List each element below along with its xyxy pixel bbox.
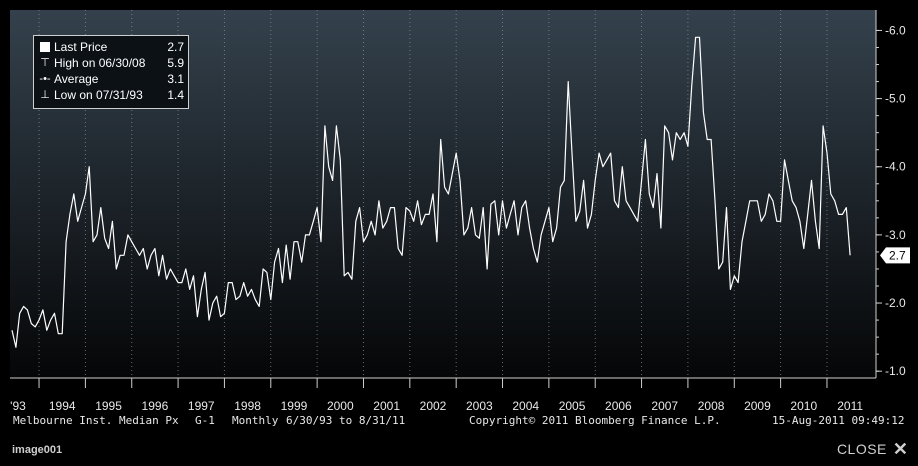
legend-value: 2.7 <box>167 40 184 54</box>
low-marker-icon: ⊥ <box>40 89 50 101</box>
last-price-tag <box>880 247 910 264</box>
legend-label: Average <box>54 72 99 86</box>
legend-item-last-price: Last Price 2.7 <box>34 39 188 55</box>
x-tick-label: 2001 <box>373 399 400 413</box>
x-tick-label: 1994 <box>49 399 76 413</box>
footer-frequency: Monthly <box>232 414 279 427</box>
x-tick-label: 2004 <box>512 399 539 413</box>
y-tick-label: -4.0 <box>885 160 906 174</box>
bottom-bar <box>0 436 918 466</box>
x-tick-label: 2008 <box>698 399 725 413</box>
x-tick-label: 2002 <box>420 399 447 413</box>
x-tick-label: 1998 <box>234 399 261 413</box>
y-tick-label: -6.0 <box>885 23 906 37</box>
x-tick-label: 2003 <box>466 399 493 413</box>
high-marker-icon: ⊤ <box>40 57 50 69</box>
footer-security: Melbourne Inst. Median Px <box>13 414 179 427</box>
legend-label: Last Price <box>54 40 108 54</box>
legend-value: 3.1 <box>167 72 184 86</box>
legend-label: High on 06/30/08 <box>54 56 146 70</box>
chart-legend: Last Price 2.7 ⊤ High on 06/30/08 5.9 -•… <box>33 35 189 109</box>
series-line-last-price <box>11 36 851 348</box>
x-tick-label: 2010 <box>790 399 817 413</box>
x-tick-label: 2000 <box>327 399 354 413</box>
x-tick-label: 1995 <box>95 399 122 413</box>
legend-item-high: ⊤ High on 06/30/08 5.9 <box>34 55 188 71</box>
average-marker-icon: -•- <box>39 73 51 85</box>
x-tick-label: 2011 <box>837 399 863 413</box>
y-tick-label: -1.0 <box>885 364 906 378</box>
y-tick-label: -2.0 <box>885 296 906 310</box>
legend-value: 1.4 <box>167 88 184 102</box>
legend-item-average: -•- Average 3.1 <box>34 71 188 87</box>
close-label: CLOSE <box>836 441 887 457</box>
x-tick-label: 2006 <box>605 399 632 413</box>
last-price-swatch <box>39 39 51 57</box>
last-price-tag-label: 2.7 <box>889 248 906 262</box>
legend-label: Low on 07/31/93 <box>54 88 143 102</box>
footer-timestamp: 15-Aug-2011 09:49:12 <box>772 414 905 427</box>
x-tick-label: 1999 <box>281 399 308 413</box>
x-tick-label: 2009 <box>744 399 771 413</box>
x-tick-label: 2005 <box>559 399 586 413</box>
x-tick-label: '93 <box>10 399 26 413</box>
x-tick-label: 1996 <box>142 399 169 413</box>
footer-range: 6/30/93 to 8/31/11 <box>286 414 406 427</box>
legend-item-low: ⊥ Low on 07/31/93 1.4 <box>34 87 188 103</box>
close-icon: ✕ <box>892 438 908 459</box>
y-tick-label: -5.0 <box>885 92 906 106</box>
x-tick-label: 2007 <box>651 399 678 413</box>
image-id-label: image001 <box>12 444 63 456</box>
close-button[interactable]: CLOSE ✕ <box>837 439 908 459</box>
legend-value: 5.9 <box>167 56 184 70</box>
y-tick-label: -3.0 <box>885 228 906 242</box>
footer-copyright: Copyright© 2011 Bloomberg Finance L.P. <box>469 414 721 427</box>
x-tick-label: 1997 <box>188 399 215 413</box>
footer-chart-code: G-1 <box>195 414 215 427</box>
